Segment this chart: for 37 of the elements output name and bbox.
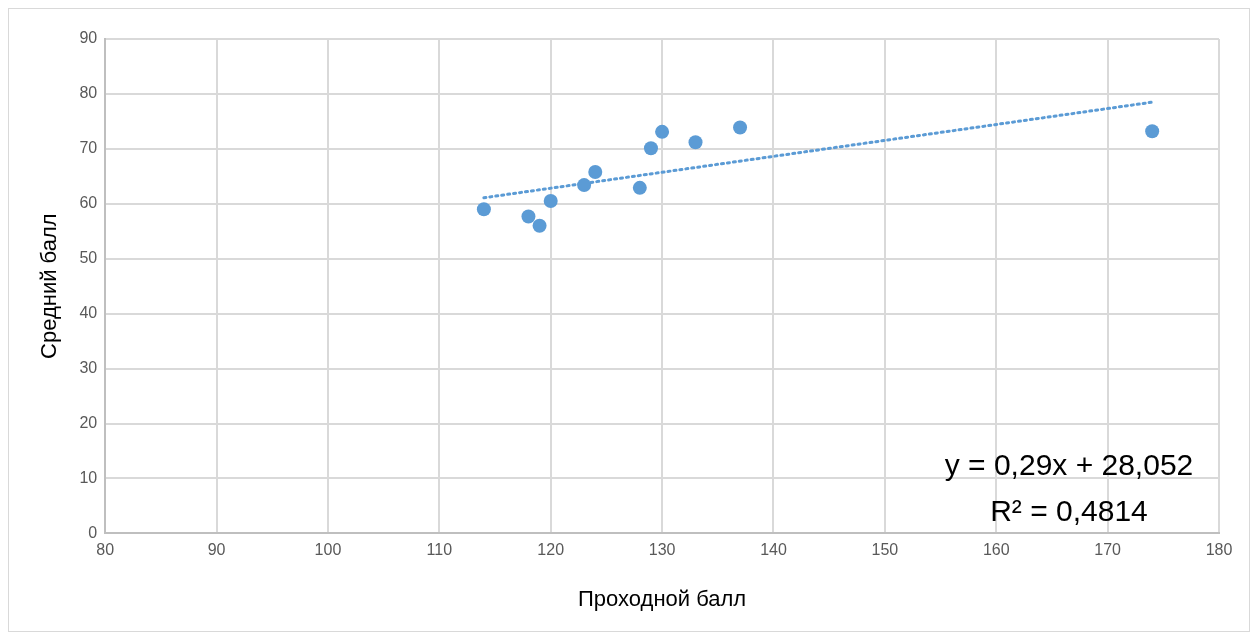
point xyxy=(588,164,603,179)
point xyxy=(733,120,748,135)
point xyxy=(543,194,558,209)
point xyxy=(643,141,658,156)
x-tick-label: 120 xyxy=(537,541,565,559)
annotation: R² = 0,4814 xyxy=(990,494,1148,528)
x-tick-label: 110 xyxy=(426,541,453,559)
x-tick-label: 100 xyxy=(314,541,342,559)
y-tick-label: 20 xyxy=(79,413,98,431)
y-tick-label: 90 xyxy=(79,29,98,47)
x-tick-label: 130 xyxy=(648,541,676,559)
x-axis-title: Проходной балл xyxy=(578,585,747,611)
y-axis-title: Средний балл xyxy=(36,213,62,359)
x-tick-label: 90 xyxy=(207,541,226,559)
y-tick-label: 10 xyxy=(79,468,98,486)
point xyxy=(476,202,491,217)
x-tick-label: 140 xyxy=(760,541,787,559)
y-tick-label: 50 xyxy=(79,249,98,267)
x-tick-label: 180 xyxy=(1205,541,1233,559)
x-tick-label: 150 xyxy=(871,541,899,559)
x-tick-label: 170 xyxy=(1094,541,1122,559)
annotation: y = 0,29x + 28,052 xyxy=(944,448,1194,482)
y-tick-label: 60 xyxy=(79,194,98,212)
point xyxy=(577,178,592,193)
y-tick-label: 40 xyxy=(79,304,98,322)
y-tick-label: 30 xyxy=(79,359,98,377)
point xyxy=(521,209,536,224)
x-tick-label: 160 xyxy=(982,541,1010,559)
point xyxy=(688,135,703,150)
point xyxy=(532,218,547,233)
x-tick-label: 80 xyxy=(96,541,115,559)
y-tick-label: 70 xyxy=(79,139,98,157)
y-tick-label: 80 xyxy=(79,84,98,102)
point xyxy=(632,180,647,195)
point xyxy=(655,124,670,139)
y-tick-label: 0 xyxy=(88,523,98,541)
point xyxy=(1145,124,1160,139)
